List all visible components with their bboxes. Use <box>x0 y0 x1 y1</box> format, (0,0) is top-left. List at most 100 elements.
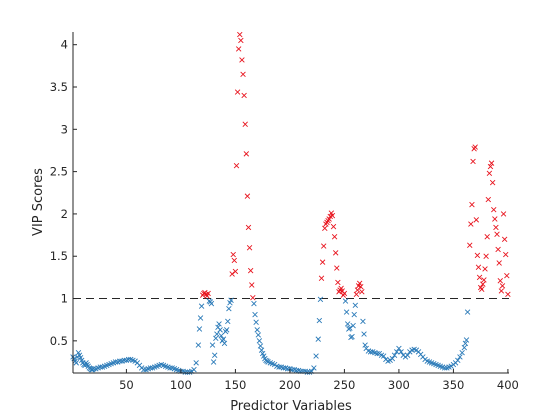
data-point <box>242 121 248 127</box>
data-point <box>462 340 469 347</box>
data-point <box>332 250 339 256</box>
data-point <box>245 224 252 231</box>
data-point <box>455 357 461 364</box>
data-point <box>90 366 97 372</box>
data-point <box>498 288 505 294</box>
data-point <box>250 294 256 301</box>
data-point <box>256 338 263 344</box>
data-point <box>334 265 340 271</box>
data-point <box>404 352 411 358</box>
data-point <box>350 322 356 329</box>
data-point <box>461 344 468 351</box>
plot-area <box>73 32 509 373</box>
x-tick-label: 250 <box>333 378 355 392</box>
x-tick-label: 100 <box>170 378 192 392</box>
data-point <box>499 283 506 289</box>
data-point <box>238 37 244 44</box>
data-point <box>276 364 282 370</box>
data-point <box>182 369 188 375</box>
y-tick-label: 0.5 <box>50 334 68 348</box>
data-point <box>254 327 260 333</box>
data-point <box>493 224 499 231</box>
series-0 <box>199 31 511 301</box>
data-point <box>481 277 487 283</box>
data-point <box>503 251 509 258</box>
data-point <box>280 365 287 371</box>
data-point <box>193 360 199 366</box>
x-tick-label: 50 <box>119 378 134 392</box>
data-point <box>389 355 396 362</box>
data-point <box>367 349 374 355</box>
data-point <box>459 349 465 356</box>
data-point <box>487 163 494 170</box>
data-point <box>457 354 463 360</box>
data-point <box>391 352 398 358</box>
data-points-layer <box>70 31 511 375</box>
data-point <box>252 311 258 318</box>
axes-layer <box>72 32 509 374</box>
data-point <box>374 350 380 357</box>
data-point <box>257 343 264 349</box>
data-point <box>474 252 481 259</box>
data-point <box>473 217 480 223</box>
data-point <box>244 193 251 199</box>
data-point <box>167 365 173 371</box>
data-point <box>195 342 202 348</box>
data-point <box>141 366 147 373</box>
data-point <box>322 225 328 232</box>
data-point <box>485 196 492 203</box>
data-point <box>504 272 510 279</box>
data-point <box>304 369 311 375</box>
x-tick-label: 200 <box>279 378 301 392</box>
data-point <box>494 231 500 237</box>
data-point <box>231 257 238 264</box>
data-point <box>491 206 497 213</box>
ticks-layer: 50 100 150 200 250 300 350 400 0.5 1 1.5 2 2.5 3 3.5 4 <box>50 38 519 392</box>
data-point <box>311 365 317 371</box>
data-point <box>316 317 323 324</box>
data-point <box>467 242 473 248</box>
data-point <box>331 234 338 240</box>
data-point <box>285 366 291 372</box>
data-point <box>253 319 259 325</box>
data-point <box>97 364 103 370</box>
data-point <box>210 359 217 365</box>
data-point <box>213 335 219 342</box>
data-point <box>351 311 357 318</box>
data-point <box>223 327 230 333</box>
data-point <box>360 318 366 325</box>
data-point <box>234 89 241 95</box>
data-point <box>329 212 336 219</box>
y-tick-label: 4 <box>61 38 68 52</box>
data-point <box>214 331 220 337</box>
data-point <box>480 281 486 287</box>
data-point <box>237 31 243 38</box>
data-point <box>249 282 255 288</box>
data-point <box>492 216 498 222</box>
data-point <box>246 245 253 251</box>
y-tick-label: 1.5 <box>50 249 68 263</box>
data-point <box>289 366 295 373</box>
data-point <box>353 291 360 298</box>
y-tick-label: 3.5 <box>50 80 68 94</box>
data-point <box>218 333 224 339</box>
data-point <box>441 365 448 371</box>
data-point <box>349 333 355 340</box>
data-point <box>496 260 502 266</box>
x-tick-label: 350 <box>442 378 464 392</box>
series-1 <box>70 296 471 375</box>
data-point <box>500 211 507 217</box>
data-point <box>396 345 402 352</box>
data-point <box>320 243 327 249</box>
data-point <box>505 291 511 298</box>
data-point <box>258 347 265 353</box>
data-point <box>343 309 350 315</box>
data-point <box>226 305 232 312</box>
data-point <box>362 342 368 348</box>
data-point <box>247 267 254 274</box>
data-point <box>255 332 262 338</box>
data-point <box>225 318 231 325</box>
data-point <box>221 340 228 347</box>
data-point <box>216 321 222 327</box>
data-point <box>112 359 119 365</box>
